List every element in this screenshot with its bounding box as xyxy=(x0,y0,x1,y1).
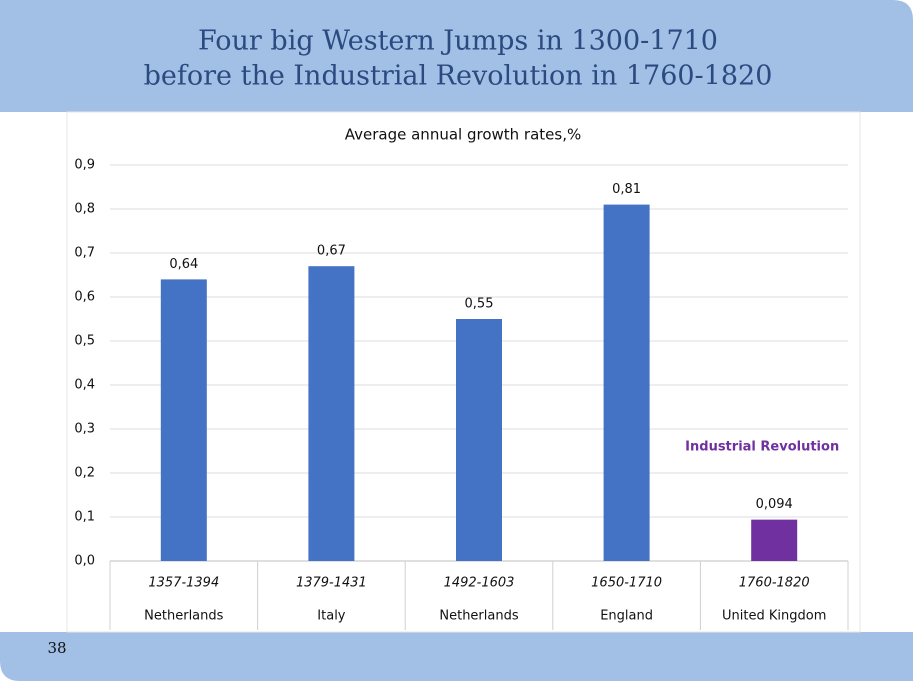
x-group-label: England xyxy=(600,609,653,624)
bar xyxy=(308,266,355,561)
value-label: 0,81 xyxy=(612,182,641,197)
bar xyxy=(751,519,798,561)
y-tick-label: 0,2 xyxy=(74,466,95,481)
x-tick-label: 1357-1394 xyxy=(148,576,219,591)
y-tick-label: 0,9 xyxy=(74,158,95,173)
bar xyxy=(603,204,650,561)
y-tick-label: 0,1 xyxy=(74,510,95,525)
y-tick-label: 0,6 xyxy=(74,290,95,305)
header-band xyxy=(0,0,913,112)
page-number: 38 xyxy=(47,639,66,657)
y-tick-label: 0,0 xyxy=(74,554,95,569)
value-label: 0,64 xyxy=(169,257,198,272)
x-group-label: Netherlands xyxy=(144,609,223,624)
chart-title: Average annual growth rates,% xyxy=(345,126,581,144)
x-group-label: Netherlands xyxy=(439,609,518,624)
bar xyxy=(456,319,502,561)
x-group-label: United Kingdom xyxy=(722,609,826,624)
y-tick-label: 0,4 xyxy=(74,378,95,393)
slide-title: before the Industrial Revolution in 1760… xyxy=(144,61,773,92)
value-label: 0,55 xyxy=(465,297,494,312)
x-tick-label: 1492-1603 xyxy=(444,576,515,591)
x-tick-label: 1760-1820 xyxy=(739,576,810,591)
x-tick-label: 1650-1710 xyxy=(591,576,662,591)
value-label: 0,094 xyxy=(756,497,793,512)
value-label: 0,67 xyxy=(317,244,346,259)
x-group-label: Italy xyxy=(317,609,346,624)
y-tick-label: 0,8 xyxy=(74,202,95,217)
y-tick-label: 0,7 xyxy=(74,246,95,261)
footer-band xyxy=(0,632,913,681)
bar xyxy=(160,279,207,561)
y-tick-label: 0,5 xyxy=(74,334,95,349)
annotation: Industrial Revolution xyxy=(685,440,839,455)
x-tick-label: 1379-1431 xyxy=(296,576,367,591)
y-tick-label: 0,3 xyxy=(74,422,95,437)
slide-title: Four big Western Jumps in 1300-1710 xyxy=(198,26,718,57)
